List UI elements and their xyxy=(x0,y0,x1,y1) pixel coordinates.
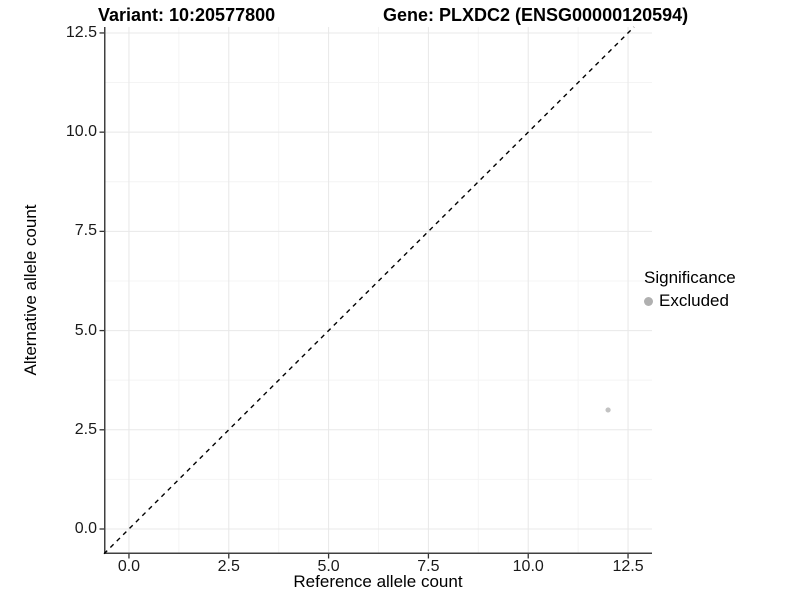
legend-point-icon xyxy=(644,296,653,306)
identity-reference-line xyxy=(103,26,635,555)
legend-item-label: Excluded xyxy=(659,291,729,310)
plot-title-variant: Variant: 10:20577800 xyxy=(98,5,276,25)
y-tick-label: 0.0 xyxy=(74,519,97,537)
x-axis-title: Reference allele count xyxy=(293,572,463,591)
plot-title-gene: Gene: PLXDC2 (ENSG00000120594) xyxy=(383,5,689,25)
x-tick-label: 7.5 xyxy=(417,558,440,575)
data-point xyxy=(605,407,611,413)
legend-item-excluded: Excluded xyxy=(644,291,736,311)
y-axis-title: Alternative allele count xyxy=(21,204,40,376)
y-tick-label: 2.5 xyxy=(74,420,97,438)
x-tick-label: 0.0 xyxy=(117,558,141,575)
y-tick-label: 10.0 xyxy=(65,123,97,141)
y-tick-label: 12.5 xyxy=(65,23,97,41)
plot-canvas xyxy=(99,26,652,559)
y-tick-label: 5.0 xyxy=(74,321,97,339)
x-tick-label: 10.0 xyxy=(512,558,544,575)
x-tick-label: 2.5 xyxy=(217,558,240,575)
x-tick-label: 12.5 xyxy=(612,558,644,575)
plot-panel xyxy=(99,26,652,559)
legend-title: Significance xyxy=(644,268,736,287)
y-tick-label: 7.5 xyxy=(74,222,97,240)
x-tick-label: 5.0 xyxy=(317,558,340,575)
legend: Significance Excluded xyxy=(644,268,736,311)
